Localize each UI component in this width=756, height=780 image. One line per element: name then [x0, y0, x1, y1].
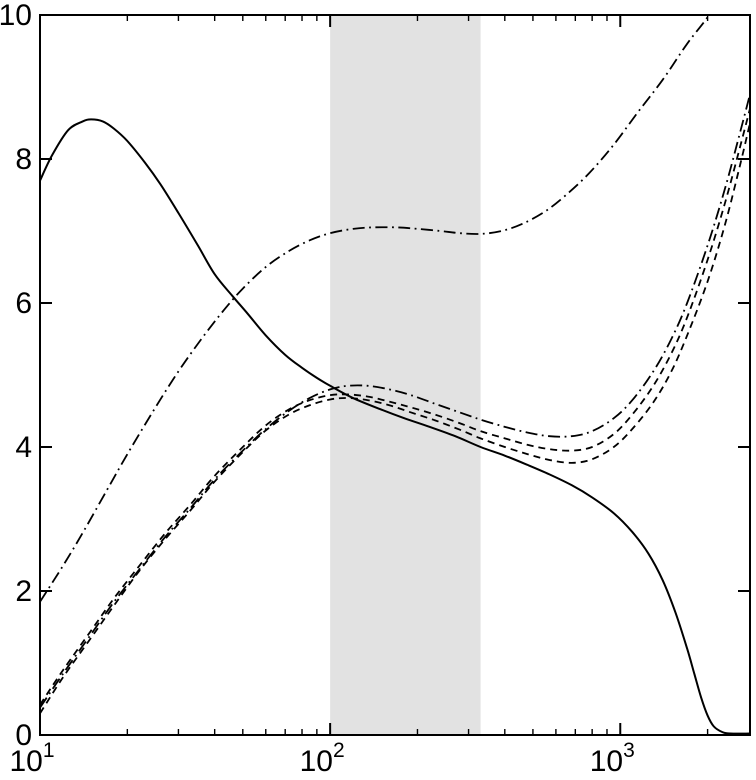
y-tick-label: 4 [15, 431, 32, 464]
x-tick-label: 102 [300, 739, 345, 778]
x-tick-label: 103 [590, 739, 635, 778]
x-tick-label: 101 [9, 739, 54, 778]
tick-label-layer: 0 2 4 6 8 10 101 102 103 [0, 0, 635, 778]
y-tick-label: 10 [0, 0, 32, 32]
series-dashed-upper-curve [40, 108, 750, 706]
shaded-band-layer [330, 15, 481, 735]
y-tick-label: 8 [15, 143, 32, 176]
axes-border [39, 14, 751, 736]
series-dashdot-upper-curve [40, 15, 711, 603]
y-tick-label: 0 [15, 719, 32, 752]
series-solid-curve [40, 118, 750, 735]
y-tick-label: 6 [15, 287, 32, 320]
series-dashdot-lower-curve [40, 93, 750, 709]
series-layer [40, 15, 750, 735]
y-tick-label: 2 [15, 575, 32, 608]
series-dashed-lower-curve [40, 122, 750, 714]
shaded-band [330, 15, 481, 735]
